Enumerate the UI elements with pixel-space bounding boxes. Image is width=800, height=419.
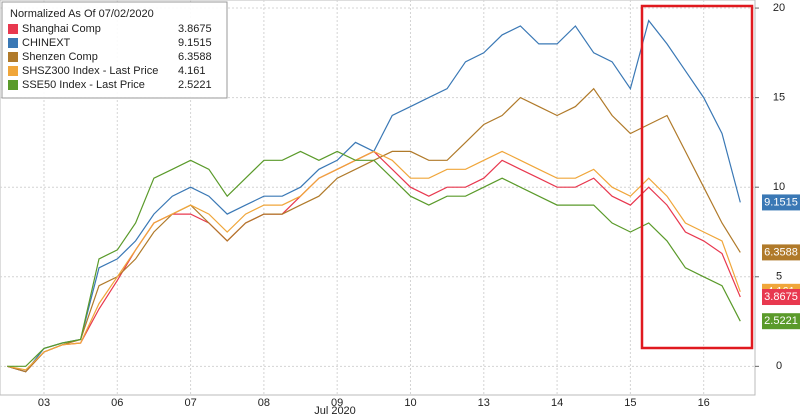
y-tick-label: 10 xyxy=(773,181,785,193)
last-value-badge xyxy=(762,244,800,261)
legend-swatch xyxy=(8,52,18,62)
legend-swatch xyxy=(8,80,18,90)
x-tick-label: 03 xyxy=(38,397,50,409)
last-value-label: 2.5221 xyxy=(764,315,798,327)
grid xyxy=(0,0,755,395)
x-tick-label: 09 xyxy=(331,397,343,409)
legend-swatch xyxy=(8,24,18,34)
lines xyxy=(7,19,741,373)
y-tick-label: 5 xyxy=(776,271,782,283)
legend-value: 2.5221 xyxy=(178,79,212,91)
last-value-badge xyxy=(762,194,800,211)
x-axis-label: Jul 2020 xyxy=(314,405,356,417)
y-tick-label: 20 xyxy=(773,2,785,14)
y-tick-label: 0 xyxy=(776,360,782,372)
legend-value: 9.1515 xyxy=(178,37,212,49)
series-line xyxy=(7,150,741,371)
legend-value: 3.8675 xyxy=(178,23,212,35)
legend-label: SHSZ300 Index - Last Price xyxy=(22,65,158,77)
legend-title: Normalized As Of 07/02/2020 xyxy=(10,8,154,20)
series-line xyxy=(7,150,741,367)
legend-value: 6.3588 xyxy=(178,51,212,63)
x-tick-label: 08 xyxy=(258,397,270,409)
legend-box xyxy=(1,1,228,99)
x-tick-label: 15 xyxy=(624,397,636,409)
legend: Normalized As Of 07/02/2020 Shanghai Com… xyxy=(1,1,228,99)
y-tick-label: 15 xyxy=(773,92,785,104)
x-tick-label: 06 xyxy=(111,397,123,409)
legend-swatch xyxy=(8,38,18,48)
x-tick-label: 07 xyxy=(184,397,196,409)
legend-value: 4.161 xyxy=(178,65,206,77)
legend-label: Shenzen Comp xyxy=(22,51,98,63)
last-value-badge xyxy=(762,289,800,306)
x-tick-label: 14 xyxy=(551,397,563,409)
x-tick-label: 10 xyxy=(404,397,416,409)
legend-label: SSE50 Index - Last Price xyxy=(22,79,145,91)
legend-label: CHINEXT xyxy=(22,37,71,49)
x-tick-label: 16 xyxy=(698,397,710,409)
last-value-label: 3.8675 xyxy=(764,291,798,303)
legend-swatch xyxy=(8,66,18,76)
highlight-box xyxy=(640,4,754,350)
last-value-label: 9.1515 xyxy=(764,196,798,208)
last-value-label: 6.3588 xyxy=(764,246,798,258)
last-value-badge xyxy=(762,313,800,330)
legend-label: Shanghai Comp xyxy=(22,23,101,35)
x-tick-label: 13 xyxy=(478,397,490,409)
